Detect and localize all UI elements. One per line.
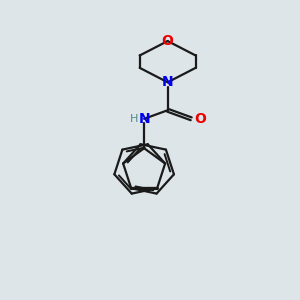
Text: N: N bbox=[162, 75, 173, 89]
Text: O: O bbox=[194, 112, 206, 126]
Text: H: H bbox=[130, 114, 138, 124]
Text: N: N bbox=[138, 112, 150, 126]
Text: O: O bbox=[162, 34, 174, 48]
